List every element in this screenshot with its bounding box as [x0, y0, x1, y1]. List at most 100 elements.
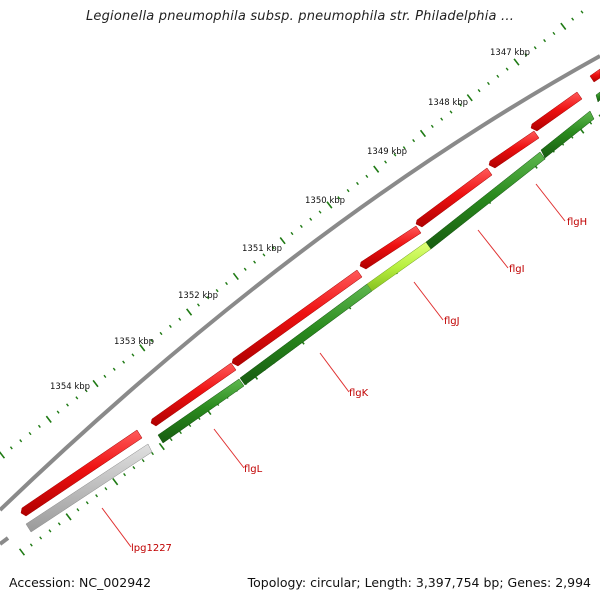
outer-tick [279, 236, 286, 245]
gene-label-lpg1227[interactable]: lpg1227 [131, 543, 172, 554]
outer-tick [543, 38, 547, 43]
tick-marks-outer [0, 10, 584, 459]
outer-tick [37, 424, 41, 429]
forward-gene-5[interactable] [415, 167, 493, 228]
kbp-label-1348: 1348 kbp [428, 98, 468, 108]
forward-gene-4[interactable] [359, 225, 422, 270]
inner-tick [132, 465, 136, 470]
inner-tick [18, 548, 26, 556]
outer-tick [112, 367, 116, 371]
outer-tick [384, 160, 388, 164]
reverse-gene-track [25, 91, 600, 533]
outer-tick [552, 31, 556, 36]
kbp-label-1349: 1349 kbp [367, 147, 407, 157]
outer-tick [402, 146, 406, 150]
outer-tick [299, 224, 303, 228]
gene-label-leaders [101, 183, 566, 548]
outer-tick [318, 210, 322, 214]
inner-tick [598, 114, 600, 118]
outer-tick [139, 344, 146, 352]
forward-gene-3[interactable] [231, 269, 363, 367]
outer-tick [196, 303, 200, 307]
outer-tick [19, 439, 23, 443]
inner-tick [65, 513, 72, 521]
outer-tick [84, 389, 88, 393]
scale-labels: 1347 kbp 1348 kbp 1349 kbp 1350 kbp 1351… [50, 48, 530, 392]
reverse-gene-edge[interactable] [595, 91, 600, 103]
outer-tick [253, 260, 257, 264]
outer-tick [373, 165, 380, 173]
outer-tick [466, 94, 473, 102]
outer-tick [290, 231, 294, 236]
kbp-label-1352: 1352 kbp [178, 291, 218, 301]
outer-tick [232, 272, 239, 281]
gene-label-flgK[interactable]: flgK [349, 388, 369, 399]
inner-tick [29, 543, 33, 547]
outer-tick [122, 360, 126, 364]
reverse-gene-flgK[interactable] [239, 283, 373, 386]
inner-tick [95, 494, 99, 498]
outer-tick [0, 451, 6, 459]
gene-label-flgJ[interactable]: flgJ [444, 316, 460, 327]
inner-tick [158, 442, 165, 451]
outer-tick [419, 129, 427, 138]
kbp-label-1353: 1353 kbp [114, 337, 154, 347]
backbone-inner [0, 536, 10, 546]
outer-tick [28, 431, 32, 436]
accession-text: Accession: NC_002942 [9, 575, 152, 590]
outer-tick [513, 58, 520, 66]
outer-tick [66, 403, 69, 407]
outer-tick [243, 267, 247, 271]
outer-tick [533, 46, 537, 50]
outer-tick [346, 189, 350, 193]
outer-tick [412, 138, 416, 143]
gene-label-flgI[interactable]: flgI [509, 264, 525, 275]
pseudo-gene-lpg1227[interactable] [25, 443, 153, 533]
outer-tick [225, 281, 228, 286]
outer-tick [131, 353, 135, 357]
inner-tick [179, 430, 182, 435]
outer-tick [103, 374, 107, 379]
backbone-outer [0, 54, 600, 512]
gene-label-flgL[interactable]: flgL [244, 464, 263, 475]
reverse-gene-flgI[interactable] [425, 151, 546, 250]
forward-gene-8[interactable] [589, 68, 600, 83]
outer-tick [496, 74, 500, 78]
outer-tick [309, 217, 313, 221]
forward-gene-2[interactable] [150, 362, 237, 427]
inner-tick [39, 536, 43, 540]
reverse-gene-flgL[interactable] [157, 378, 245, 444]
outer-tick [9, 446, 13, 450]
forward-gene-7[interactable] [530, 91, 583, 132]
gene-labels: flgH flgI flgJ flgK flgL lpg1227 [131, 217, 587, 554]
outer-tick [150, 339, 154, 343]
reverse-gene-flgH[interactable] [540, 110, 595, 159]
outer-tick [571, 17, 575, 21]
outer-tick [560, 22, 567, 30]
outer-tick [365, 174, 369, 178]
inner-tick [48, 529, 52, 533]
forward-gene-track [20, 68, 600, 517]
kbp-label-1351: 1351 kbp [242, 244, 282, 254]
outer-tick [505, 67, 509, 71]
inner-tick [104, 487, 108, 491]
reverse-gene-flgJ[interactable] [366, 241, 432, 292]
inner-tick [57, 522, 61, 526]
outer-tick [524, 53, 528, 57]
outer-tick [92, 379, 99, 388]
outer-tick [430, 124, 434, 128]
outer-tick [580, 10, 584, 14]
forward-gene-1[interactable] [20, 429, 143, 517]
inner-tick [85, 501, 89, 505]
outer-tick [215, 289, 219, 293]
gene-label-flgH[interactable]: flgH [567, 217, 587, 228]
outer-tick [440, 117, 444, 121]
outer-tick [168, 324, 172, 329]
outer-tick [337, 196, 341, 200]
inner-tick [151, 451, 154, 456]
inner-tick [123, 473, 127, 477]
forward-gene-6[interactable] [488, 130, 540, 169]
inner-tick [112, 478, 119, 486]
kbp-label-1350: 1350 kbp [305, 196, 345, 206]
outer-tick [159, 331, 163, 336]
